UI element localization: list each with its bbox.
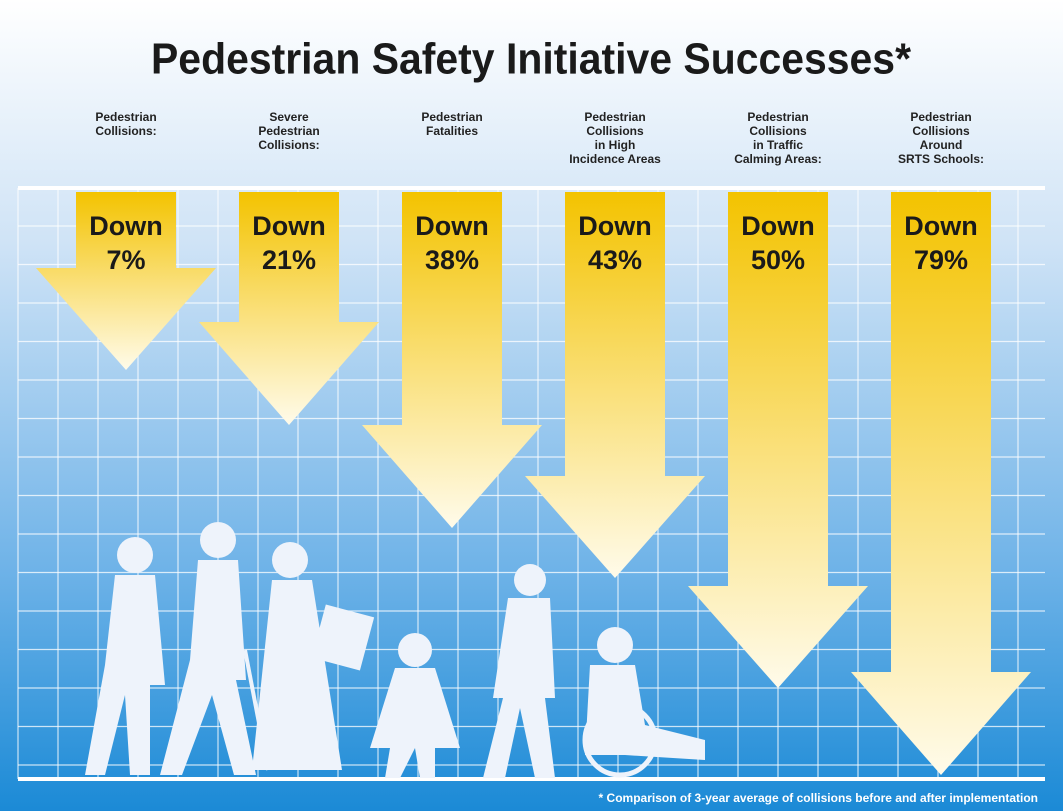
- percent-label: 50%: [751, 245, 805, 275]
- child: [370, 633, 460, 778]
- teen: [483, 564, 555, 778]
- column-label: Pedestrian: [910, 110, 971, 124]
- arrow: [525, 192, 705, 578]
- column-label: Around: [920, 138, 963, 152]
- down-label: Down: [741, 211, 815, 241]
- wheelchair: [582, 627, 705, 778]
- percent-label: 43%: [588, 245, 642, 275]
- column-label: Collisions: [912, 124, 970, 138]
- percent-label: 21%: [262, 245, 316, 275]
- down-label: Down: [89, 211, 163, 241]
- column-label: Calming Areas:: [734, 152, 822, 166]
- column-label: Incidence Areas: [569, 152, 661, 166]
- column-label: Collisions: [586, 124, 644, 138]
- silhouettes: [85, 522, 705, 778]
- down-label: Down: [252, 211, 326, 241]
- column-label: Pedestrian: [747, 110, 808, 124]
- arrow: [362, 192, 542, 528]
- walker-cane: [160, 522, 270, 775]
- column-label: Pedestrian: [95, 110, 156, 124]
- arrow: [199, 192, 379, 425]
- percent-label: 7%: [106, 245, 145, 275]
- down-label: Down: [578, 211, 652, 241]
- column-label: Fatalities: [426, 124, 478, 138]
- column-label: Collisions: [749, 124, 807, 138]
- arrow: [851, 192, 1031, 775]
- arrows: [36, 192, 1031, 775]
- arrow: [36, 192, 216, 370]
- column-label: SRTS Schools:: [898, 152, 984, 166]
- walker: [85, 537, 165, 775]
- percent-label: 79%: [914, 245, 968, 275]
- column-label: Pedestrian: [258, 124, 319, 138]
- column-label: Collisions:: [258, 138, 319, 152]
- column-label: in Traffic: [753, 138, 803, 152]
- column-label: Pedestrian: [421, 110, 482, 124]
- title: Pedestrian Safety Initiative Successes*: [151, 35, 912, 84]
- down-label: Down: [904, 211, 978, 241]
- arrow: [688, 192, 868, 688]
- walker-coat: [252, 542, 375, 770]
- column-label: Collisions:: [95, 124, 156, 138]
- down-label: Down: [415, 211, 489, 241]
- footnote: * Comparison of 3-year average of collis…: [599, 791, 1038, 805]
- percent-label: 38%: [425, 245, 479, 275]
- column-label: Pedestrian: [584, 110, 645, 124]
- column-label: in High: [595, 138, 636, 152]
- column-label: Severe: [269, 110, 309, 124]
